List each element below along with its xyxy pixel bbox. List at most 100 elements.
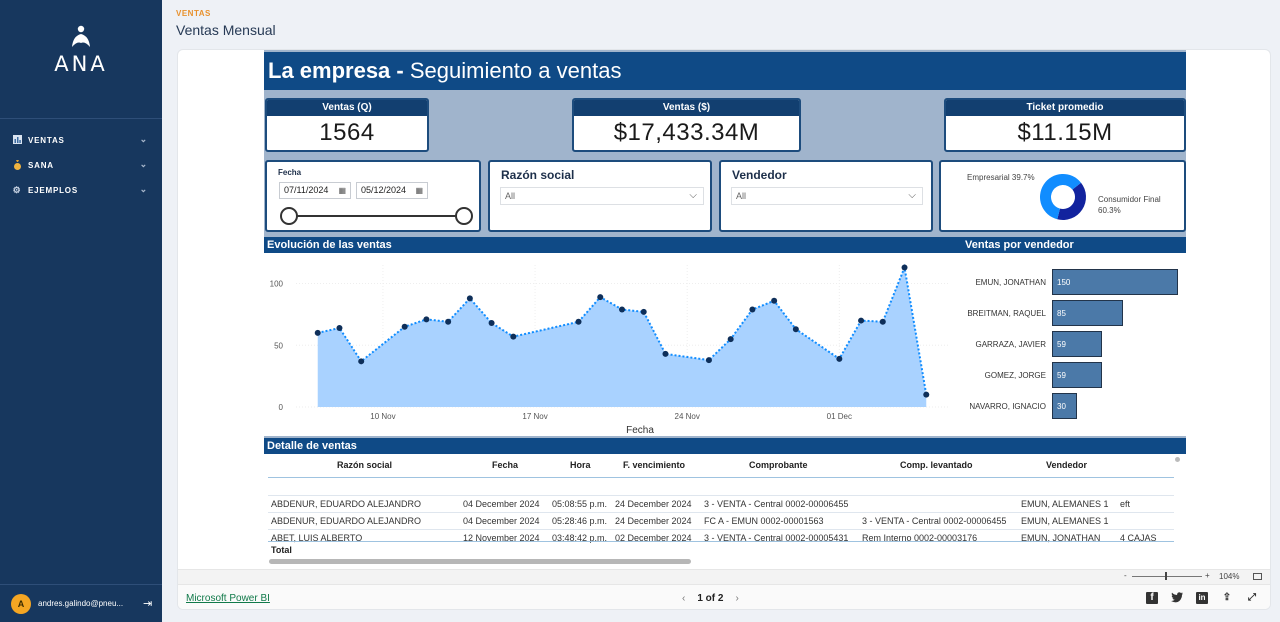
end-date-input[interactable]: 05/12/2024 ▦ (356, 182, 428, 199)
data-point[interactable] (445, 318, 452, 325)
vertical-scrollbar[interactable] (1175, 457, 1180, 462)
data-point[interactable] (879, 318, 886, 325)
powerbi-link[interactable]: Microsoft Power BI (186, 593, 270, 604)
chevron-down-icon: ⌄ (139, 184, 148, 194)
start-date-input[interactable]: 07/11/2024 ▦ (279, 182, 351, 199)
table-cell: 05:08:55 p.m. (552, 499, 608, 509)
bar-value-label: 59 (1057, 340, 1066, 349)
data-point[interactable] (792, 326, 799, 333)
column-header[interactable]: F. vencimiento (623, 460, 686, 470)
data-point[interactable] (336, 324, 343, 331)
bar-category-label: GARRAZA, JAVIER (975, 340, 1046, 349)
date-range-end-handle[interactable] (455, 207, 473, 225)
column-header[interactable]: Vendedor (1046, 460, 1088, 470)
row-divider (268, 529, 1174, 530)
sidebar: ANA VENTAS ⌄ SANA ⌄ ⚙ EJEMPLOS ⌄ A andre… (0, 0, 162, 622)
data-point[interactable] (749, 306, 756, 313)
table-cell: ABDENUR, EDUARDO ALEJANDRO (271, 499, 422, 509)
bar[interactable]: 85 (1052, 300, 1123, 326)
donut-label-consumidor-pct: 60.3% (1098, 206, 1121, 215)
nav-item-label: EJEMPLOS (28, 185, 78, 195)
data-point[interactable] (836, 355, 843, 362)
date-slicer: Fecha 07/11/2024 ▦ 05/12/2024 ▦ (265, 160, 481, 232)
column-header[interactable]: Comp. levantado (900, 460, 973, 470)
bar[interactable]: 59 (1052, 362, 1102, 388)
table-cell: 4 CAJAS (1120, 533, 1157, 543)
razon-social-dropdown[interactable]: All ⌵ (500, 187, 704, 205)
date-range-start-handle[interactable] (280, 207, 298, 225)
date-range-track[interactable] (289, 215, 465, 217)
kpi-value: $17,433.34M (613, 119, 760, 146)
banner-subtitle: Seguimiento a ventas (409, 58, 622, 83)
data-point[interactable] (771, 297, 778, 304)
data-point[interactable] (466, 295, 473, 302)
bar-value-label: 30 (1057, 402, 1066, 411)
table-cell: ABDENUR, EDUARDO ALEJANDRO (271, 516, 422, 526)
horizontal-scrollbar[interactable] (269, 559, 691, 564)
kpi-label: Ventas ($) (574, 100, 799, 116)
data-point[interactable] (401, 323, 408, 330)
data-point[interactable] (575, 318, 582, 325)
prev-page-icon[interactable]: ‹ (682, 593, 686, 604)
nav-item-sana[interactable]: SANA ⌄ (0, 153, 162, 177)
data-point[interactable] (597, 294, 604, 301)
data-point[interactable] (858, 317, 865, 324)
bar[interactable]: 30 (1052, 393, 1077, 419)
zoom-slider-track[interactable] (1132, 576, 1202, 577)
calendar-icon[interactable]: ▦ (415, 186, 423, 195)
bar-value-label: 59 (1057, 371, 1066, 380)
data-point[interactable] (358, 358, 365, 365)
column-header[interactable]: Fecha (492, 460, 519, 470)
vendedor-dropdown[interactable]: All ⌵ (731, 187, 923, 205)
data-point[interactable] (640, 308, 647, 315)
data-point[interactable] (510, 333, 517, 340)
data-point[interactable] (314, 329, 321, 336)
data-point[interactable] (488, 320, 495, 327)
section-header-evolucion: Evolución de las ventas Ventas por vende… (264, 237, 1186, 253)
data-point[interactable] (705, 357, 712, 364)
column-header[interactable]: Hora (570, 460, 591, 470)
fullscreen-icon[interactable]: ⤢ (1248, 592, 1256, 603)
next-page-icon[interactable]: › (735, 593, 739, 604)
nav-item-ventas[interactable]: VENTAS ⌄ (0, 128, 162, 152)
bar-category-label: NAVARRO, IGNACIO (969, 402, 1046, 411)
section-header-detalle: Detalle de ventas (264, 438, 1186, 454)
zoom-out-button[interactable]: - (1124, 571, 1127, 580)
linkedin-icon[interactable]: in (1196, 592, 1208, 604)
area-chart-svg: 0 50 100 10 Nov 17 Nov 24 Nov 01 Dec Fecha (270, 263, 948, 436)
donut-chart: Empresarial 39.7% Consumidor Final 60.3% (967, 173, 1161, 220)
column-header[interactable]: Razón social (337, 460, 393, 470)
bar[interactable]: 59 (1052, 331, 1102, 357)
data-point[interactable] (727, 336, 734, 343)
user-name: andres.galindo@pneu... (38, 599, 124, 608)
calendar-icon[interactable]: ▦ (338, 186, 346, 195)
twitter-icon[interactable] (1171, 592, 1183, 604)
table-cell: EMUN, ALEMANES 1 (1021, 516, 1109, 526)
share-icon[interactable]: ⇪ (1222, 592, 1232, 603)
donut-slice-0[interactable] (1057, 182, 1086, 220)
fit-page-icon[interactable] (1253, 573, 1262, 580)
report-frame: La empresa - Seguimiento a ventas Ventas… (177, 49, 1271, 610)
nav-item-ejemplos[interactable]: ⚙ EJEMPLOS ⌄ (0, 178, 162, 202)
table-cell: FC A - EMUN 0002-00001563 (704, 516, 824, 526)
data-point[interactable] (901, 264, 908, 271)
zoom-in-button[interactable]: + (1205, 571, 1210, 580)
avatar[interactable]: A (11, 593, 31, 614)
bar[interactable]: 150 (1052, 269, 1178, 295)
series-line (317, 263, 928, 395)
x-tick-label: 17 Nov (522, 412, 547, 421)
data-point[interactable] (619, 306, 625, 313)
zoom-slider-handle[interactable] (1165, 572, 1167, 580)
data-point[interactable] (423, 316, 430, 323)
column-header[interactable]: Comprobante (749, 460, 808, 470)
data-point[interactable] (662, 350, 669, 357)
facebook-icon[interactable]: f (1146, 592, 1158, 604)
donut-slice-1[interactable] (1040, 174, 1082, 220)
bar-value-label: 150 (1057, 278, 1071, 287)
ventas-por-vendedor-chart: EMUN, JONATHAN 150 BREITMAN, RAQUEL 85 GARRA… (960, 253, 1186, 436)
total-label: Total (271, 545, 292, 555)
breadcrumb[interactable]: VENTAS (176, 9, 211, 18)
logout-icon[interactable]: ⇥ (143, 598, 153, 610)
data-point[interactable] (923, 391, 930, 398)
app-logo[interactable]: ANA (0, 24, 162, 76)
